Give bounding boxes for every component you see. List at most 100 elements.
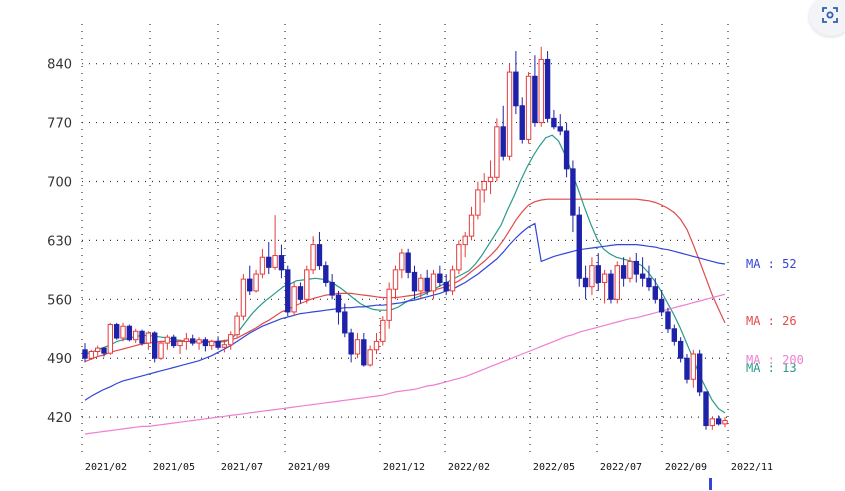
candle-body [310,244,316,271]
candle-body [94,347,101,352]
candle-body [418,277,424,292]
candle-body [525,75,532,140]
candle-body [677,340,684,359]
candle-body [386,288,392,321]
candle-body [82,349,88,359]
candle-body [475,189,481,216]
candle-body [202,339,209,347]
candle-body [627,260,633,279]
candle-body [576,214,582,279]
candle-body [215,340,221,348]
candle-body [715,418,722,425]
candle-body [620,265,627,279]
candle-body [696,353,703,393]
chart-grid [81,24,729,455]
candle-body [424,277,430,292]
candle-body [608,273,614,300]
candle-body [722,419,728,425]
candle-body [297,286,304,300]
x-tick-label: 2022/05 [533,462,575,473]
candle-body [551,117,557,128]
candle-body [88,350,95,359]
candle-body [367,349,373,366]
candle-body [481,180,487,191]
ma-line [84,293,726,435]
candle-body [544,58,551,119]
ma-line [84,198,726,363]
candle-body [671,328,678,342]
candle-body [183,338,190,342]
candle-body [380,319,386,342]
candle-body [164,336,171,344]
y-tick-label: 840 [47,58,72,73]
candle-body [658,298,665,313]
candle-body [342,311,348,334]
x-axis-ticks: 2021/02 2021/05 2021/07 2021/09 2021/12 2022/… [85,462,773,473]
candle-body [690,353,697,380]
y-axis-ticks: 420 490 560 630 700 770 840 [47,58,72,426]
candle-body [247,278,253,292]
candle-body [171,336,177,347]
candle-body [538,58,544,124]
candle-body [709,418,716,427]
candle-body [589,265,595,288]
candle-body [145,332,152,344]
candle-body [633,260,639,275]
candle-body [468,214,475,237]
candle-body [101,347,107,354]
candle-body [272,255,278,268]
x-tick-label: 2021/09 [288,462,330,473]
ma-line [84,222,726,401]
candle-body [506,71,513,157]
candle-body [614,265,620,300]
candle-body [595,265,601,283]
lens-button[interactable] [809,0,845,36]
candle-body [430,273,437,292]
candle-body [278,255,285,271]
scroll-marker[interactable] [709,478,712,490]
candle-body [196,339,202,344]
candle-body [139,330,145,344]
x-tick-label: 2022/02 [448,462,490,473]
y-tick-label: 420 [47,411,72,426]
candle-body [443,281,449,292]
candle-body [582,277,589,288]
candle-body [405,252,411,273]
candle-body [411,271,418,292]
x-tick-label: 2021/07 [221,462,263,473]
candle-body [228,334,234,346]
candle-body [456,244,462,271]
candle-body [253,273,259,292]
candle-body [158,342,164,359]
candle-body [392,269,399,290]
candle-body [487,176,494,182]
y-tick-label: 700 [47,175,72,190]
y-tick-label: 490 [47,352,72,367]
ma-labels: MA : 13 MA : 26 MA : 52 MA : 200 [746,257,804,375]
candle-body [329,281,335,296]
candles [82,46,728,430]
y-tick-label: 770 [47,117,72,132]
candle-body [563,130,570,170]
candle-body [684,357,690,380]
x-tick-label: 2022/11 [731,462,773,473]
candle-body [304,269,310,300]
candle-body [316,244,323,267]
candle-body [132,330,139,341]
candle-body [646,277,652,288]
candle-body [266,256,272,268]
candle-body [209,340,215,347]
candle-body [652,286,658,300]
candle-body [462,235,468,246]
candle-body [120,325,126,339]
candle-body [221,344,228,348]
x-tick-label: 2022/07 [600,462,642,473]
x-tick-label: 2022/09 [665,462,707,473]
candle-body [449,269,456,292]
candle-body [494,126,500,178]
candle-body [570,168,576,216]
candle-body [285,269,291,313]
candle-body [519,105,525,140]
candle-body [234,315,240,336]
